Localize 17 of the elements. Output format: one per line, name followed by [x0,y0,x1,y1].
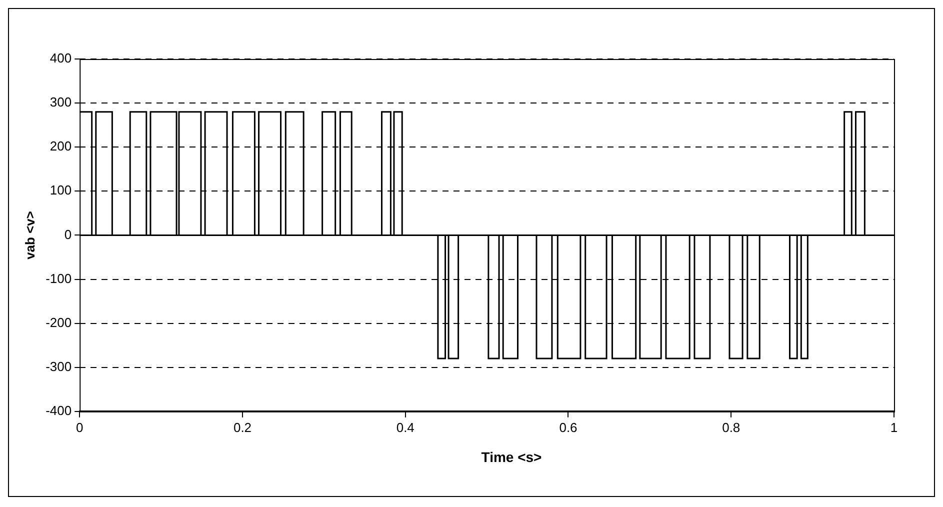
x-tick-label: 0.2 [233,420,252,435]
x-axis-title: Time <s> [480,449,543,465]
x-tick-label: 0.6 [559,420,578,435]
y-tick-label: -400 [46,402,72,418]
x-tick-label: 0.8 [722,420,740,435]
x-tick-label: 0 [76,420,84,435]
x-tick-label: 1 [890,420,898,435]
y-tick-label: 400 [50,50,72,66]
x-tick-label: 0.4 [396,420,414,435]
y-tick-label: 100 [50,182,72,198]
y-tick-label: 300 [50,94,72,110]
y-axis-title: vab <v> [22,210,38,260]
y-tick-label: -100 [46,270,72,286]
y-tick-label: -200 [46,314,72,330]
y-tick-label: 0 [64,226,72,242]
y-tick-label: 200 [50,138,72,154]
y-tick-label: -300 [46,358,72,374]
